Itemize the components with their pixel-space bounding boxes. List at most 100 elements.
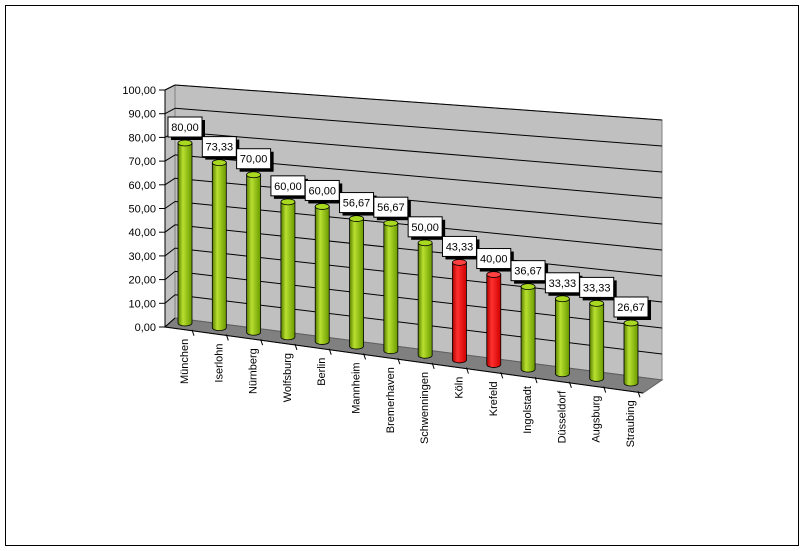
data-label-box	[441, 235, 477, 257]
bar	[486, 274, 502, 368]
x-tick-label: Ingolstadt	[522, 386, 534, 434]
data-label: 33,33	[549, 278, 577, 290]
data-label: 40,00	[480, 254, 508, 266]
data-label-box	[167, 116, 203, 138]
x-tick-label: München	[179, 339, 191, 384]
side-gridline	[164, 271, 176, 280]
data-label: 70,00	[240, 154, 268, 166]
y-tick-label: 30,00	[128, 251, 156, 263]
bar-top	[314, 203, 330, 210]
bar	[246, 174, 262, 336]
x-tick	[328, 348, 332, 355]
bar-top	[280, 198, 296, 206]
bar	[314, 206, 330, 345]
y-tick-label: 0,00	[135, 322, 156, 334]
side-gridline	[164, 177, 176, 186]
x-tick-label: Köln	[453, 377, 465, 399]
data-label: 60,00	[308, 185, 336, 197]
x-tick-label: Augsburg	[591, 396, 603, 443]
side-gridline	[164, 294, 176, 304]
data-label: 56,67	[377, 202, 405, 214]
bar-top	[623, 319, 639, 327]
data-label-box	[476, 248, 512, 270]
x-tick	[568, 381, 572, 388]
y-tick-label: 70,00	[128, 156, 156, 168]
bar-top	[452, 259, 467, 266]
bar	[211, 162, 227, 332]
bar-top	[417, 239, 433, 247]
bar-top	[520, 283, 536, 291]
bar	[383, 222, 399, 355]
x-tick-label: Bremerhaven	[385, 367, 397, 433]
y-tick-label: 10,00	[128, 298, 156, 310]
bar	[554, 298, 570, 378]
x-tick-label: Nürnberg	[248, 348, 260, 394]
data-label: 50,00	[411, 222, 439, 234]
x-tick-label: Berlin	[316, 358, 328, 386]
y-tick-label: 50,00	[128, 204, 156, 216]
x-tick	[191, 329, 195, 336]
y-tick-label: 90,00	[128, 109, 156, 121]
x-tick	[363, 353, 367, 360]
data-label: 80,00	[171, 122, 199, 134]
bar	[623, 322, 639, 387]
x-tick	[294, 343, 298, 351]
bar	[349, 218, 364, 350]
x-tick	[260, 339, 264, 346]
x-tick	[465, 367, 469, 374]
data-label: 73,33	[206, 142, 234, 154]
side-gridline	[164, 84, 176, 91]
data-label: 43,33	[446, 241, 474, 253]
data-label-box	[373, 196, 409, 218]
y-tick-label: 80,00	[128, 132, 156, 144]
x-tick	[534, 376, 538, 384]
x-tick-label: Iserlohn	[213, 343, 225, 382]
x-tick-label: Wolfsburg	[282, 353, 294, 402]
gridline	[174, 131, 663, 173]
y-tick-label: 20,00	[128, 275, 156, 287]
data-label-box	[304, 179, 340, 201]
data-label-box	[579, 276, 615, 298]
data-label-box	[201, 136, 237, 158]
x-tick	[225, 334, 229, 341]
x-tick-label: Krefeld	[488, 381, 500, 416]
data-label: 60,00	[274, 181, 302, 193]
side-gridline	[164, 201, 176, 209]
bar-top	[589, 299, 605, 307]
x-tick-label: Mannheim	[351, 362, 363, 413]
y-tick-label: 100,00	[122, 85, 156, 97]
x-tick	[637, 391, 641, 398]
data-label: 26,67	[617, 302, 645, 314]
bar	[520, 286, 536, 373]
side-gridline	[164, 154, 176, 162]
data-label-box	[510, 260, 546, 282]
bar	[177, 142, 193, 327]
bar	[452, 262, 467, 364]
bar-top	[211, 159, 227, 167]
x-tick	[500, 372, 504, 379]
bar-top	[554, 295, 570, 303]
bar-top	[383, 219, 399, 227]
data-label-box	[407, 216, 443, 238]
chart-border	[5, 5, 799, 546]
bar-top	[349, 215, 364, 222]
x-tick-label: Straubing	[625, 400, 637, 447]
side-gridline	[164, 317, 176, 328]
bar	[417, 242, 433, 359]
x-tick	[397, 357, 401, 365]
bar-top	[177, 139, 193, 147]
y-tick-label: 40,00	[128, 227, 156, 239]
bar	[589, 302, 605, 382]
x-tick	[431, 362, 435, 370]
x-axis	[164, 326, 644, 394]
gridline	[174, 84, 663, 121]
bar-top	[246, 171, 262, 179]
side-gridline	[164, 224, 176, 233]
side-gridline	[164, 107, 176, 115]
data-label-box	[236, 148, 272, 170]
data-label-box	[613, 296, 649, 318]
side-gridline	[164, 247, 176, 257]
bar	[280, 201, 296, 341]
